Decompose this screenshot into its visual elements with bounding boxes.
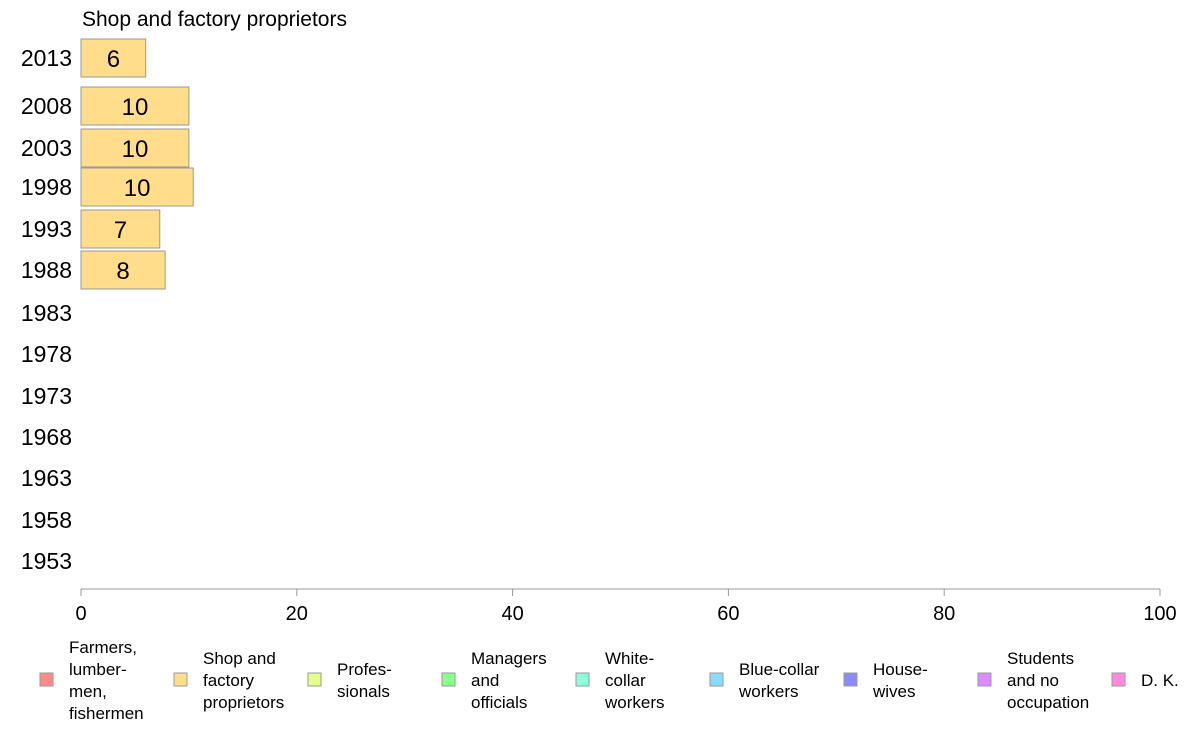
y-tick-label: 1988 xyxy=(21,257,72,283)
legend-item: White-collar workers xyxy=(575,649,665,712)
bar xyxy=(80,86,190,126)
x-tick-label: 60 xyxy=(717,603,739,625)
legend-swatch xyxy=(709,672,724,687)
legend-label-line: Blue-collar xyxy=(739,660,820,679)
bar-value-label: 10 xyxy=(122,136,149,163)
legend-item: Profes-sionals xyxy=(307,660,392,701)
legend-label-line: workers xyxy=(738,682,799,701)
legend-label-line: fishermen xyxy=(69,704,144,723)
legend-label-line: Farmers, xyxy=(69,638,137,657)
chart-title: Shop and factory proprietors xyxy=(82,8,347,31)
y-tick-label: 1958 xyxy=(21,507,72,533)
legend-swatch xyxy=(173,672,188,687)
bar-value-label: 8 xyxy=(116,258,129,285)
legend-label-line: D. K. xyxy=(1141,671,1179,690)
legend: Farmers, lumber-men, fishermen Shop and fact… xyxy=(39,638,1179,723)
legend-label-line: factory xyxy=(203,671,255,690)
bar xyxy=(80,209,161,249)
x-axis: 0 20 40 60 80 100 xyxy=(75,588,1177,625)
legend-label-line: sionals xyxy=(337,682,390,701)
legend-item: Managers and officials xyxy=(441,649,547,712)
x-tick-label: 100 xyxy=(1143,603,1176,625)
x-tick-label: 80 xyxy=(933,603,955,625)
legend-swatch xyxy=(39,672,54,687)
legend-item: Students and no occupation xyxy=(977,649,1089,712)
bar xyxy=(80,38,147,78)
x-tick-label: 0 xyxy=(75,603,86,625)
x-tick-label: 40 xyxy=(501,603,523,625)
legend-swatch xyxy=(1111,672,1126,687)
legend-label-line: collar xyxy=(605,671,646,690)
legend-swatch xyxy=(575,672,590,687)
y-tick-label: 1973 xyxy=(21,383,72,409)
legend-label-line: House- xyxy=(873,660,928,679)
bar-value-label: 10 xyxy=(124,175,151,202)
bar xyxy=(80,128,190,168)
legend-label-line: Shop and xyxy=(203,649,276,668)
y-tick-label: 1963 xyxy=(21,465,72,491)
bar xyxy=(80,167,194,207)
x-tick-label: 20 xyxy=(286,603,308,625)
legend-label-line: proprietors xyxy=(203,693,284,712)
y-tick-label: 2003 xyxy=(21,135,72,161)
y-tick-label: 1993 xyxy=(21,216,72,242)
legend-label-line: Profes- xyxy=(337,660,392,679)
legend-label-line: wives xyxy=(872,682,916,701)
bar-value-label: 10 xyxy=(122,94,149,121)
legend-label-line: lumber- xyxy=(69,660,127,679)
y-tick-label: 2008 xyxy=(21,93,72,119)
y-tick-label: 1983 xyxy=(21,300,72,326)
legend-item: D. K. xyxy=(1111,671,1179,690)
legend-label-line: officials xyxy=(471,693,527,712)
legend-item: Blue-collar workers xyxy=(709,660,820,701)
legend-label-line: and xyxy=(471,671,499,690)
legend-label-line: workers xyxy=(604,693,665,712)
y-tick-label: 1968 xyxy=(21,424,72,450)
y-tick-label: 1953 xyxy=(21,548,72,574)
y-axis-labels: 2013 2008 2003 1998 1993 1988 1983 1978 1973 1968… xyxy=(21,45,72,574)
y-tick-label: 1998 xyxy=(21,174,72,200)
legend-label-line: and no xyxy=(1007,671,1059,690)
y-tick-label: 1978 xyxy=(21,341,72,367)
legend-swatch xyxy=(843,672,858,687)
legend-swatch xyxy=(441,672,456,687)
legend-item: House-wives xyxy=(843,660,928,701)
bar-value-label: 7 xyxy=(114,217,127,244)
y-tick-label: 2013 xyxy=(21,45,72,71)
bar-value-label: 6 xyxy=(107,46,120,73)
legend-label-line: Managers xyxy=(471,649,547,668)
legend-swatch xyxy=(307,672,322,687)
legend-item: Shop and factory proprietors xyxy=(173,649,284,712)
legend-item: Farmers, lumber-men, fishermen xyxy=(39,638,144,723)
bar xyxy=(80,250,166,290)
legend-label-line: Students xyxy=(1007,649,1074,668)
legend-label-line: White- xyxy=(605,649,654,668)
legend-label-line: men, xyxy=(69,682,107,701)
legend-label-line: occupation xyxy=(1007,693,1089,712)
legend-swatch xyxy=(977,672,992,687)
